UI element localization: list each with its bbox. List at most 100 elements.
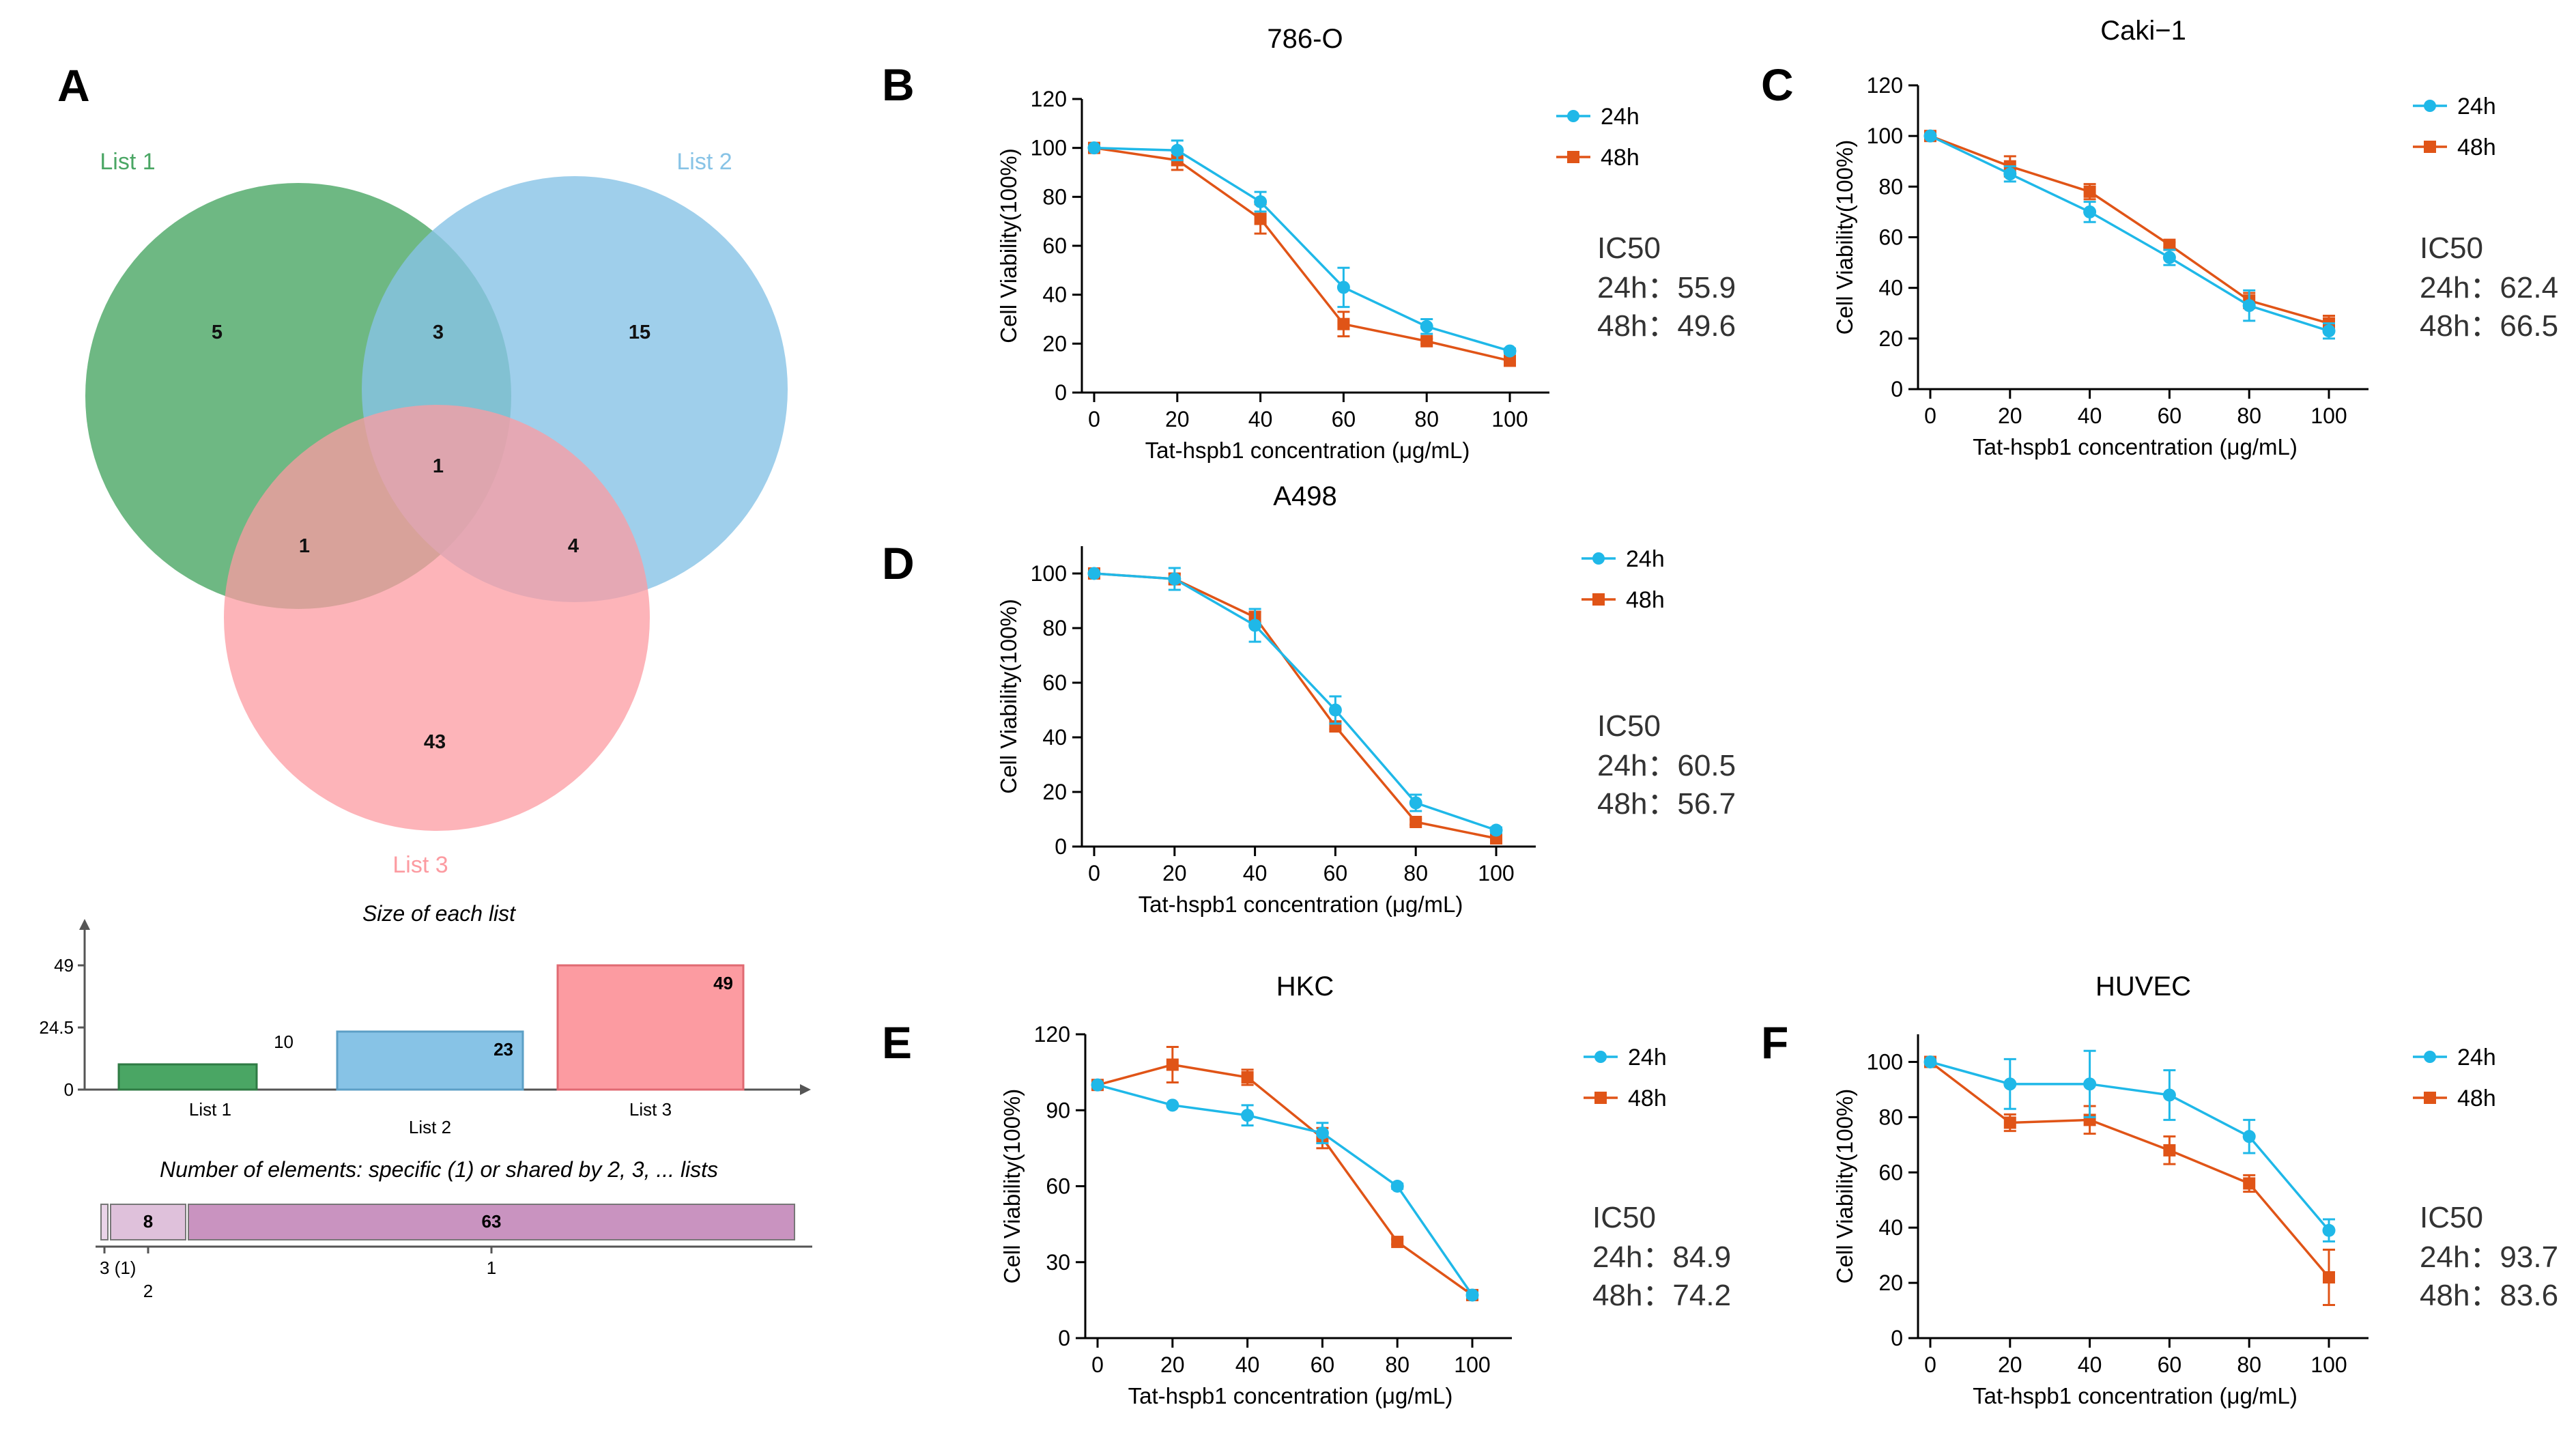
y-tick-label: 0 bbox=[1891, 377, 1903, 401]
x-tick-label: 80 bbox=[1385, 1352, 1409, 1377]
data-point-24h bbox=[1241, 1109, 1255, 1122]
y-axis-label: Cell Viability(100%) bbox=[1832, 1089, 1857, 1284]
overlap-segment-shared-3 bbox=[100, 1204, 109, 1240]
x-tick-label: 80 bbox=[1403, 861, 1428, 885]
list-size-bar-list-2 bbox=[336, 1030, 524, 1091]
x-tick-label: 100 bbox=[1478, 861, 1514, 885]
panel-label-f: F bbox=[1761, 1017, 1788, 1068]
y-tick-label: 80 bbox=[1878, 1105, 1903, 1129]
data-point-24h bbox=[2162, 251, 2176, 264]
y-tick-label: 100 bbox=[1031, 561, 1067, 586]
ic50-title: IC50 bbox=[1592, 1201, 1656, 1234]
x-tick-label: 60 bbox=[2158, 1352, 2182, 1377]
ic50-48h: 48h：66.5 bbox=[2420, 309, 2558, 343]
legend-marker-48h bbox=[1592, 593, 1605, 606]
legend-marker-24h bbox=[1592, 552, 1605, 565]
data-point-24h bbox=[2162, 1088, 2176, 1102]
ic50-24h: 24h：60.5 bbox=[1597, 749, 1736, 782]
legend-label-24h: 24h bbox=[1626, 546, 1665, 572]
y-tick-label: 20 bbox=[1042, 331, 1067, 356]
y-tick-label: 60 bbox=[1878, 1160, 1903, 1184]
venn-count-list2-list3: 4 bbox=[568, 535, 579, 557]
legend-label-24h: 24h bbox=[1628, 1045, 1667, 1070]
panel-label-b: B bbox=[882, 59, 915, 110]
overlap-title: Number of elements: specific (1) or shar… bbox=[160, 1157, 718, 1182]
x-tick-label: 60 bbox=[1323, 861, 1348, 885]
x-tick-label: 100 bbox=[1454, 1352, 1490, 1377]
y-tick-label: 120 bbox=[1031, 87, 1067, 111]
data-point-24h bbox=[1420, 320, 1433, 333]
legend-marker-24h bbox=[1567, 110, 1579, 122]
list-size-chart: Size of each list 49 24.5 0 10 23 49 Lis… bbox=[39, 901, 811, 1137]
data-point-24h bbox=[2003, 1077, 2017, 1091]
list-size-bar-list-3 bbox=[556, 964, 745, 1091]
x-tick-label: 40 bbox=[2078, 1352, 2102, 1377]
legend-label-48h: 48h bbox=[1601, 145, 1640, 171]
x-tick-label: 60 bbox=[2158, 403, 2182, 428]
y-tick-label: 20 bbox=[1878, 1271, 1903, 1295]
chart-title: A498 bbox=[1273, 481, 1336, 511]
y-tick-label: 0 bbox=[1058, 1326, 1070, 1350]
data-point-48h bbox=[1166, 1058, 1179, 1071]
x-tick-label: 60 bbox=[1311, 1352, 1335, 1377]
panel-b-786-o: B 786-O 0 20 40 60 80 100 120 0 20 40 60 80 100 Tat-hsp… bbox=[882, 24, 1736, 463]
panel-label-e: E bbox=[882, 1017, 912, 1068]
y-tick-label: 80 bbox=[1878, 174, 1903, 199]
y-tick-label: 40 bbox=[1042, 283, 1067, 307]
series-line-48h bbox=[1093, 572, 1497, 840]
data-point-24h bbox=[1489, 823, 1503, 837]
y-axis-label: Cell Viability(100%) bbox=[996, 148, 1021, 343]
x-tick-label: 0 bbox=[1091, 1352, 1104, 1377]
legend-label-48h: 48h bbox=[1626, 587, 1665, 613]
legend-marker-24h bbox=[2424, 1051, 2436, 1063]
venn-count-list1-list2: 3 bbox=[433, 322, 444, 343]
list-size-y-arrow bbox=[79, 919, 90, 930]
ic50-48h: 48h：83.6 bbox=[2420, 1279, 2558, 1312]
data-point-24h bbox=[1328, 703, 1342, 717]
y-tick-label: 60 bbox=[1878, 225, 1903, 250]
data-point-48h bbox=[2083, 185, 2096, 198]
x-axis-label: Tat-hspb1 concentration (μg/mL) bbox=[1145, 438, 1470, 463]
data-point-48h bbox=[1409, 816, 1422, 828]
data-point-24h bbox=[1248, 619, 1262, 632]
x-tick-label: 0 bbox=[1924, 403, 1936, 428]
venn-label-list-3: List 3 bbox=[392, 852, 448, 878]
legend-marker-48h bbox=[1594, 1092, 1607, 1104]
list-size-name-list-1: List 1 bbox=[189, 1099, 231, 1120]
data-point-24h bbox=[1254, 195, 1268, 208]
overlap-value-shared-2: 8 bbox=[143, 1211, 153, 1232]
ic50-title: IC50 bbox=[2420, 231, 2483, 265]
x-tick-label: 80 bbox=[2237, 403, 2261, 428]
series-line-24h bbox=[1093, 146, 1511, 352]
venn-count-all: 1 bbox=[433, 455, 444, 477]
y-tick-label: 120 bbox=[1034, 1022, 1070, 1047]
y-tick-label: 60 bbox=[1042, 233, 1067, 258]
list-size-title: Size of each list bbox=[362, 901, 516, 926]
data-point-24h bbox=[2083, 205, 2097, 218]
data-point-24h bbox=[1168, 572, 1182, 586]
x-tick-label: 80 bbox=[2237, 1352, 2261, 1377]
panel-a-venn: A List 1 List 2 List 3 5 3 15 1 1 4 43 bbox=[57, 60, 788, 878]
overlap-label-two: 2 bbox=[143, 1281, 153, 1301]
overlap-segment-specific-1 bbox=[188, 1204, 795, 1240]
y-tick-label: 100 bbox=[1867, 124, 1903, 148]
panel-c-caki-1: C Caki−1 0 20 40 60 80 100 120 0 20 40 60 80 100 Tat-hs… bbox=[1761, 16, 2558, 459]
venn-count-list1-list3: 1 bbox=[299, 535, 310, 557]
data-point-24h bbox=[1087, 141, 1101, 155]
y-tick-label: 40 bbox=[1042, 725, 1067, 750]
x-tick-label: 0 bbox=[1924, 1352, 1936, 1377]
y-tick-label: 120 bbox=[1867, 73, 1903, 98]
x-tick-label: 40 bbox=[1235, 1352, 1260, 1377]
legend-label-24h: 24h bbox=[1601, 104, 1640, 130]
data-point-24h bbox=[1336, 281, 1350, 294]
data-point-48h bbox=[1504, 354, 1516, 367]
ic50-title: IC50 bbox=[1597, 709, 1661, 743]
overlap-value-specific-1: 63 bbox=[482, 1211, 502, 1232]
panel-label-c: C bbox=[1761, 59, 1794, 110]
venn-count-only-2: 15 bbox=[629, 322, 650, 343]
x-tick-label: 40 bbox=[1243, 861, 1268, 885]
series-line-24h bbox=[1930, 134, 2330, 332]
x-tick-label: 100 bbox=[1491, 407, 1528, 431]
data-point-24h bbox=[2242, 299, 2256, 313]
x-tick-label: 20 bbox=[1165, 407, 1190, 431]
